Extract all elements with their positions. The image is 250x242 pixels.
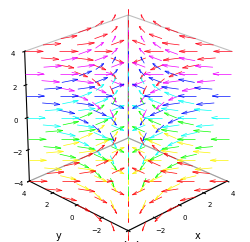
X-axis label: x: x — [195, 232, 201, 242]
Y-axis label: y: y — [56, 232, 62, 242]
